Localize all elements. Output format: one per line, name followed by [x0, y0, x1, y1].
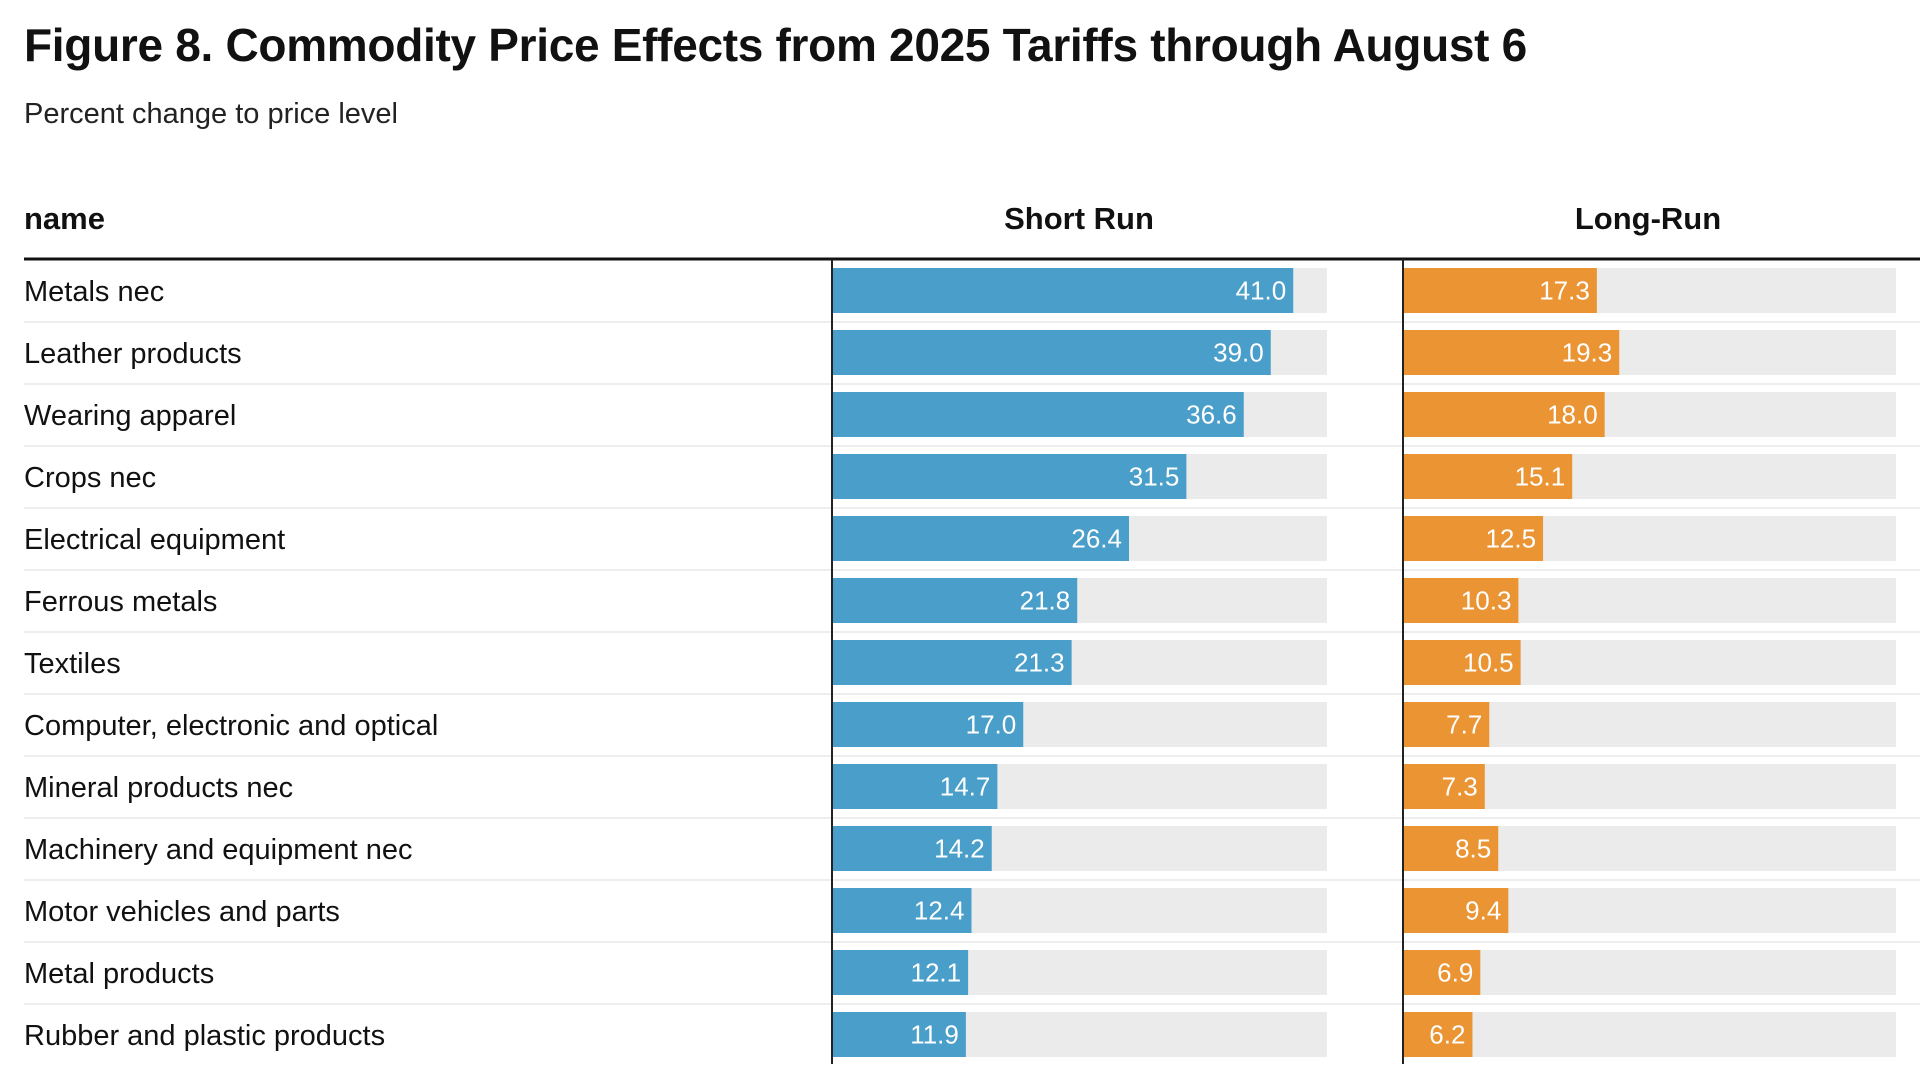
table-row: Rubber and plastic products 11.9 6.2	[24, 1012, 1896, 1057]
row-label: Rubber and plastic products	[24, 1020, 385, 1052]
table-row: Metals nec 41.0 17.3	[24, 268, 1920, 323]
bar	[832, 392, 1244, 437]
table-row: Electrical equipment 26.4 12.5	[24, 516, 1920, 571]
data-label: 9.4	[1465, 896, 1501, 926]
data-label: 10.3	[1461, 586, 1512, 616]
bar-track	[1403, 950, 1896, 995]
data-label: 12.1	[911, 958, 962, 988]
data-label: 19.3	[1562, 338, 1613, 368]
row-label: Crops nec	[24, 462, 156, 494]
table-row: Ferrous metals 21.8 10.3	[24, 578, 1920, 633]
row-label: Textiles	[24, 648, 121, 680]
row-label: Machinery and equipment nec	[24, 834, 413, 866]
data-label: 12.4	[914, 896, 965, 926]
table-row: Leather products 39.0 19.3	[24, 330, 1920, 385]
data-label: 17.3	[1539, 276, 1590, 306]
table-row: Wearing apparel 36.6 18.0	[24, 392, 1920, 447]
column-header-name: name	[24, 201, 105, 236]
data-label: 14.2	[934, 834, 985, 864]
bar	[832, 702, 1024, 747]
data-label: 7.7	[1446, 710, 1482, 740]
column-headers: name Short Run Long-Run	[24, 201, 1721, 236]
chart-title: Figure 8. Commodity Price Effects from 2…	[24, 19, 1527, 71]
bar	[1403, 516, 1544, 561]
data-label: 8.5	[1455, 834, 1491, 864]
bar	[1403, 268, 1597, 313]
row-label: Computer, electronic and optical	[24, 710, 438, 742]
row-label: Metal products	[24, 958, 214, 990]
row-label: Wearing apparel	[24, 400, 236, 432]
bar	[832, 330, 1271, 375]
bar	[1403, 950, 1481, 995]
table-row: Textiles 21.3 10.5	[24, 640, 1920, 695]
data-label: 21.3	[1014, 648, 1065, 678]
bar	[832, 950, 969, 995]
chart-subtitle: Percent change to price level	[24, 98, 398, 130]
data-label: 10.5	[1463, 648, 1514, 678]
table-row: Crops nec 31.5 15.1	[24, 454, 1920, 509]
table-row: Machinery and equipment nec 14.2 8.5	[24, 826, 1920, 881]
bar	[1403, 330, 1620, 375]
data-label: 21.8	[1020, 586, 1071, 616]
column-header-short-run: Short Run	[1004, 201, 1154, 236]
bar-track	[1403, 1012, 1896, 1057]
table-row: Mineral products nec 14.7 7.3	[24, 764, 1920, 819]
bar	[1403, 764, 1485, 809]
data-label: 15.1	[1515, 462, 1566, 492]
bar	[832, 268, 1294, 313]
data-label: 7.3	[1442, 772, 1478, 802]
bar	[1403, 640, 1521, 685]
bar	[832, 764, 998, 809]
data-label: 14.7	[940, 772, 991, 802]
data-label: 26.4	[1071, 524, 1122, 554]
data-label: 36.6	[1186, 400, 1237, 430]
data-label: 39.0	[1213, 338, 1264, 368]
row-label: Leather products	[24, 338, 242, 370]
table-row: Metal products 12.1 6.9	[24, 950, 1920, 1005]
bar	[1403, 888, 1509, 933]
table-row: Computer, electronic and optical 17.0 7.7	[24, 702, 1920, 757]
column-header-long-run: Long-Run	[1575, 201, 1721, 236]
data-label: 31.5	[1129, 462, 1180, 492]
bar	[1403, 578, 1519, 623]
bar	[1403, 392, 1605, 437]
row-label: Electrical equipment	[24, 524, 285, 556]
row-label: Metals nec	[24, 276, 164, 308]
row-label: Ferrous metals	[24, 586, 217, 618]
row-label: Motor vehicles and parts	[24, 896, 340, 928]
data-label: 41.0	[1236, 276, 1287, 306]
bar	[832, 454, 1187, 499]
table-row: Motor vehicles and parts 12.4 9.4	[24, 888, 1920, 943]
row-label: Mineral products nec	[24, 772, 293, 804]
data-label: 17.0	[966, 710, 1017, 740]
bar	[1403, 702, 1490, 747]
table-rows: Metals nec 41.0 17.3 Leather products 39.0 19…	[24, 268, 1920, 1057]
bar	[832, 578, 1078, 623]
bar	[1403, 1012, 1473, 1057]
bar	[1403, 454, 1573, 499]
bar	[832, 516, 1129, 561]
bar-track	[1403, 764, 1896, 809]
data-label: 11.9	[910, 1020, 959, 1050]
bar	[832, 640, 1072, 685]
bar	[1403, 826, 1499, 871]
data-label: 12.5	[1485, 524, 1536, 554]
bar	[832, 1012, 966, 1057]
data-label: 18.0	[1547, 400, 1598, 430]
data-label: 6.9	[1437, 958, 1473, 988]
bar	[832, 888, 972, 933]
data-label: 6.2	[1429, 1020, 1465, 1050]
bar	[832, 826, 992, 871]
